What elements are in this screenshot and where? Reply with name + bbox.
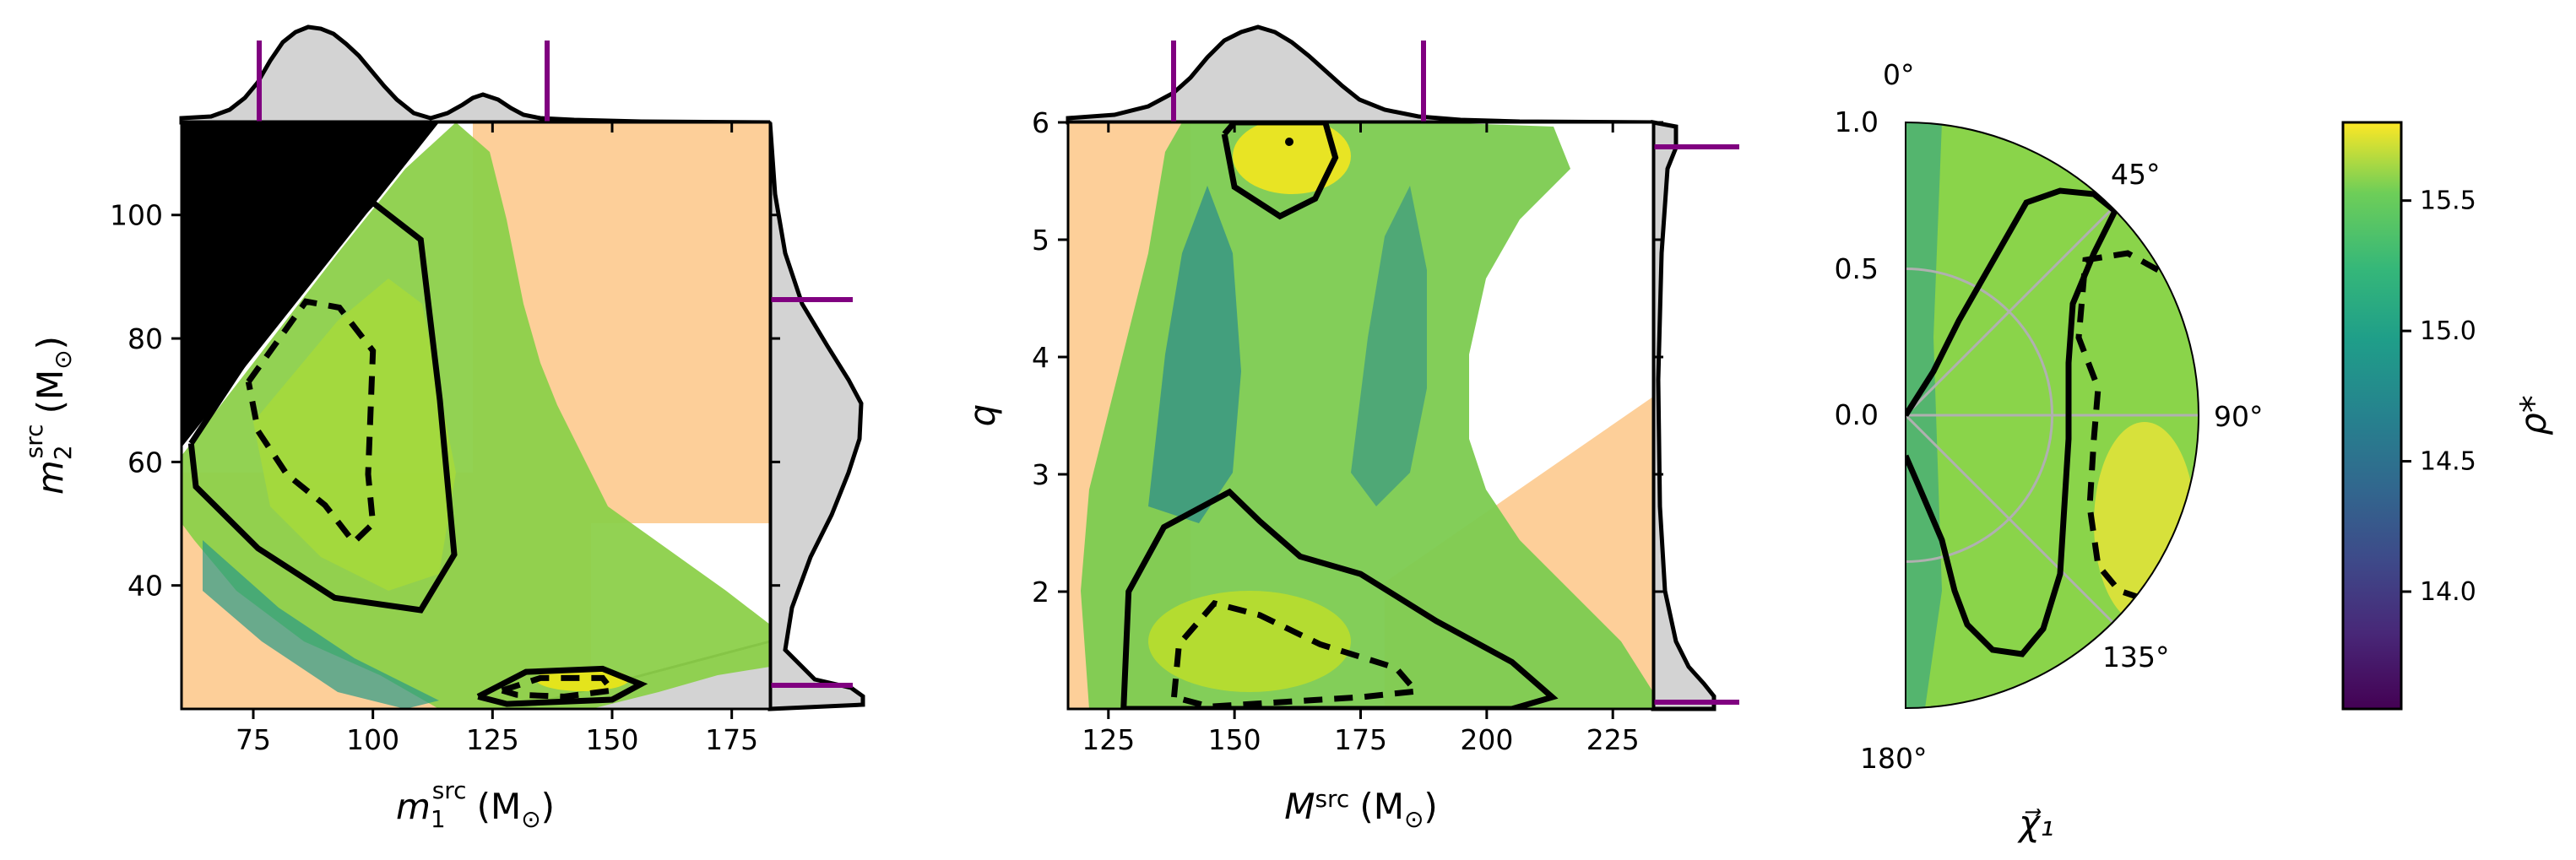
panel-a-scatter-dark-edge	[203, 540, 439, 709]
panel-total-mass-ratio: 125 150 175 200 225 2 3 4 5 6 Msrc (M⊙) q	[962, 24, 1739, 833]
colorbar-label: ρ*	[2513, 395, 2554, 435]
panel-c-angle-180: 180°	[1860, 742, 1928, 775]
panel-b-ylabel: q	[962, 404, 1003, 427]
panel-b-right-marginal-hist	[1651, 119, 1716, 711]
panel-a-xtick-label: 150	[586, 723, 639, 756]
panel-c-contour-90	[1906, 187, 2119, 657]
panel-c-xlabel: χ⃗₁	[2017, 803, 2054, 844]
panel-c-angle-135: 135°	[2102, 641, 2170, 673]
panel-b-xlabel: Msrc (M⊙)	[1284, 785, 1438, 833]
colorbar-tick-label: 14.0	[2420, 577, 2476, 607]
panel-b-contour-90-top	[1221, 122, 1339, 220]
panel-a-xtick-label: 175	[705, 723, 758, 756]
panel-c-rtick-05: 0.5	[1835, 252, 1879, 285]
panel-b-peak-marker	[1285, 138, 1293, 146]
colorbar-gradient	[2341, 121, 2403, 711]
colorbar-tick-label: 15.5	[2420, 187, 2476, 216]
panel-b-ytick-label: 2	[1032, 576, 1049, 608]
panel-b-scatter-dark-column	[1148, 186, 1241, 523]
colorbar-tick-label: 14.5	[2420, 447, 2476, 477]
panel-b-top-marginal-hist	[1066, 24, 1654, 125]
panel-c-hotspot	[2094, 422, 2195, 625]
panel-b-ticks: 125 150 175 200 225 2 3 4 5 6	[1032, 106, 1663, 756]
panel-c-rtick-0: 0.0	[1835, 398, 1879, 431]
panel-a-xlabel: m1src (M⊙)	[396, 776, 555, 833]
panel-b-ytick-label: 3	[1032, 458, 1049, 491]
panel-a-contour-90-lower	[476, 665, 648, 707]
panel-a-scatter-cloud-inner	[253, 279, 456, 591]
panel-b-xtick-label: 200	[1460, 723, 1513, 756]
panel-b-ytick-label: 4	[1032, 341, 1049, 374]
panel-b-contour-90	[1120, 488, 1559, 709]
colorbar-tick-label: 15.0	[2420, 316, 2476, 346]
panel-b-xtick-label: 225	[1586, 723, 1640, 756]
panel-a-xtick-label: 125	[466, 723, 519, 756]
panel-a-ytick-label: 60	[127, 446, 163, 479]
panel-b-contour-50	[1171, 599, 1423, 709]
panel-a-ytick-label: 40	[127, 570, 163, 603]
panel-component-masses: 75 100 125 150 175 40 60 80 100 m1src (M⊙) m2src(…	[20, 24, 865, 833]
panel-c-angle-45: 45°	[2111, 158, 2161, 191]
panel-b-ytick-label: 5	[1032, 224, 1049, 257]
panel-a-ytick-label: 100	[110, 199, 163, 232]
panel-b-hotspot-top	[1233, 122, 1351, 194]
panel-a-ylabel: m2src(M⊙)	[20, 336, 77, 495]
panel-spin-polar: 0° 45° 90° 135° 180° 0.0 0.5 1.0 χ⃗₁	[1835, 58, 2264, 844]
panel-c-grid-135	[1906, 414, 2114, 624]
panel-a-right-marginal-hist	[767, 122, 865, 711]
panel-a-xtick-label: 100	[346, 723, 399, 756]
panel-a-scatter-hotspot	[536, 668, 629, 691]
panel-a-top-marginal-hist	[179, 24, 771, 125]
panel-b-xtick-label: 175	[1334, 723, 1387, 756]
panel-a-xtick-label: 75	[236, 723, 271, 756]
panel-b-ytick-label: 6	[1032, 106, 1049, 139]
panel-a-contour-50-lower	[501, 674, 618, 700]
panel-c-angle-90: 90°	[2214, 400, 2264, 433]
panel-c-contour-50	[2075, 250, 2189, 612]
panel-a-ticks: 75 100 125 150 175 40 60 80 100	[110, 122, 780, 756]
panel-c-frame	[1905, 121, 2199, 710]
panel-b-hotspot-bottom	[1148, 591, 1351, 692]
panel-a-scatter-cloud	[182, 122, 770, 709]
colorbar-ticks: 15.5 15.0 14.5 14.0	[2401, 187, 2476, 607]
panel-a-ytick-label: 80	[127, 322, 163, 355]
panel-b-scatter-dark-column-2	[1351, 186, 1427, 506]
panel-c-grid-45	[1906, 207, 2114, 417]
panel-b-xtick-label: 150	[1208, 723, 1261, 756]
panel-a-frame	[180, 121, 772, 711]
panel-c-angle-0: 0°	[1883, 58, 1915, 91]
panel-c-rtick-1: 1.0	[1835, 105, 1879, 138]
colorbar: 15.5 15.0 14.5 14.0 ρ*	[2341, 121, 2554, 711]
panel-a-contour-50	[245, 298, 377, 547]
panel-b-xtick-label: 125	[1082, 723, 1135, 756]
panel-a-contour-90	[187, 198, 458, 614]
